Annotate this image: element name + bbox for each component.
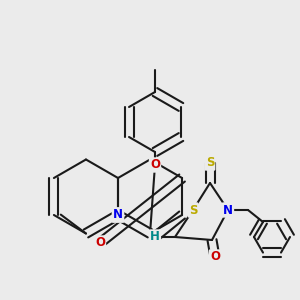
Text: N: N xyxy=(113,208,123,221)
Text: O: O xyxy=(95,236,105,250)
Text: O: O xyxy=(210,250,220,263)
Text: S: S xyxy=(189,203,197,217)
Text: O: O xyxy=(150,158,160,172)
Text: S: S xyxy=(206,157,214,169)
Text: H: H xyxy=(150,230,160,244)
Text: N: N xyxy=(113,208,123,221)
Text: N: N xyxy=(223,203,233,217)
